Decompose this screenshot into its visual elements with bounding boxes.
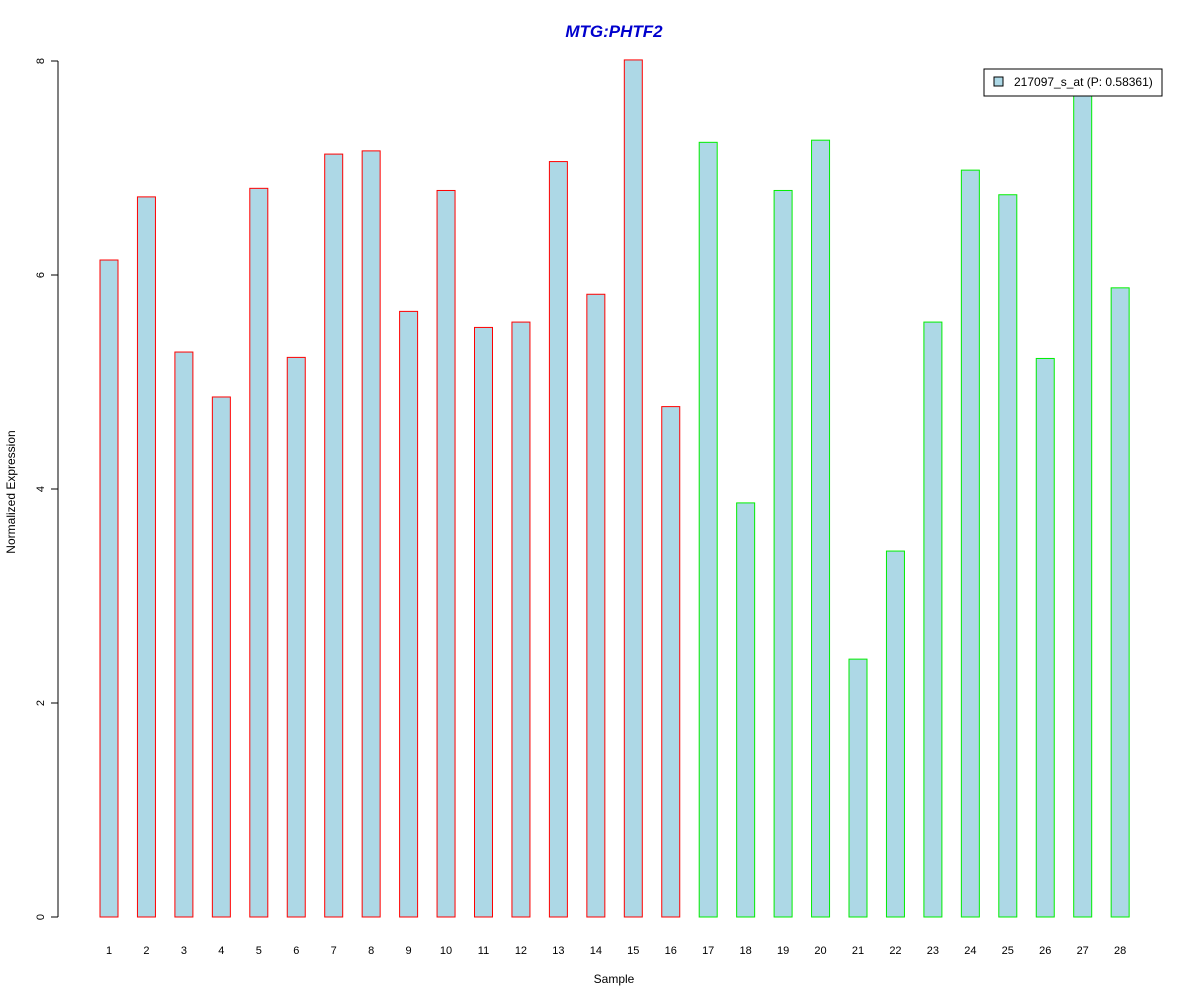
bar-sample-13 — [548, 161, 568, 918]
bar-sample-21 — [848, 658, 868, 918]
x-tick-label: 27 — [1077, 945, 1089, 957]
x-tick-label: 20 — [814, 945, 826, 957]
bar-sample-25 — [998, 194, 1018, 918]
y-tick-label: 4 — [35, 486, 47, 492]
x-tick-label: 16 — [665, 945, 677, 957]
bar-sample-17 — [698, 141, 718, 918]
x-tick-label: 8 — [368, 945, 374, 957]
bar-sample-10 — [436, 189, 456, 918]
x-tick-labels: 1 2 3 4 5 6 7 8 9 10 11 12 13 14 15 16 17 18 19 20 21 22 23 24 2… — [106, 945, 1126, 957]
bar-sample-5 — [249, 187, 269, 918]
x-axis-label: Sample — [594, 972, 635, 986]
legend-box — [983, 68, 1163, 97]
bar-sample-28 — [1110, 287, 1130, 918]
bar-sample-9 — [399, 310, 419, 918]
x-tick-label: 3 — [181, 945, 187, 957]
bar-sample-27 — [1073, 93, 1093, 918]
bar-sample-15 — [623, 59, 643, 918]
bar-sample-2 — [136, 196, 156, 918]
y-axis-ticks: 0 2 4 6 8 — [35, 58, 58, 920]
y-tick-label: 2 — [35, 700, 47, 706]
x-tick-label: 24 — [964, 945, 976, 957]
bar-sample-16 — [661, 406, 681, 918]
x-tick-label: 5 — [256, 945, 262, 957]
x-tick-label: 13 — [552, 945, 564, 957]
x-tick-label: 22 — [889, 945, 901, 957]
x-tick-label: 26 — [1039, 945, 1051, 957]
y-tick-label: 8 — [35, 58, 47, 64]
x-tick-label: 10 — [440, 945, 452, 957]
bar-sample-12 — [511, 321, 531, 918]
y-axis-label: Normalized Expression — [4, 430, 18, 553]
x-tick-label: 25 — [1002, 945, 1014, 957]
x-tick-label: 18 — [740, 945, 752, 957]
x-tick-label: 4 — [218, 945, 224, 957]
legend-label: 217097_s_at (P: 0.58361) — [1014, 75, 1153, 89]
bar-sample-8 — [361, 150, 381, 918]
bar-sample-14 — [586, 293, 606, 918]
bar-sample-11 — [474, 326, 493, 918]
bar-sample-7 — [324, 153, 344, 918]
x-tick-label: 28 — [1114, 945, 1126, 957]
x-tick-label: 17 — [702, 945, 714, 957]
x-tick-label: 15 — [627, 945, 639, 957]
x-tick-label: 14 — [590, 945, 602, 957]
bar-sample-20 — [811, 139, 831, 918]
bar-sample-18 — [736, 502, 756, 918]
y-tick-label: 0 — [35, 914, 47, 920]
x-tick-label: 12 — [515, 945, 527, 957]
x-tick-label: 6 — [293, 945, 299, 957]
x-tick-label: 19 — [777, 945, 789, 957]
legend: 217097_s_at (P: 0.58361) — [983, 68, 1163, 97]
bar-sample-1 — [99, 259, 119, 918]
x-tick-label: 1 — [106, 945, 112, 957]
x-tick-label: 23 — [927, 945, 939, 957]
x-tick-label: 7 — [331, 945, 337, 957]
bar-sample-3 — [174, 351, 194, 918]
x-tick-label: 11 — [478, 945, 489, 957]
bars — [99, 59, 1130, 918]
x-tick-label: 2 — [143, 945, 149, 957]
bar-sample-22 — [885, 550, 905, 918]
bar-sample-23 — [923, 321, 943, 918]
legend-swatch — [993, 76, 1004, 87]
x-tick-label: 21 — [852, 945, 864, 957]
bar-sample-4 — [211, 396, 231, 918]
bar-sample-24 — [960, 169, 980, 918]
chart-title: MTG:PHTF2 — [565, 22, 663, 41]
x-tick-label: 9 — [406, 945, 412, 957]
bar-sample-26 — [1035, 357, 1055, 918]
bar-sample-6 — [286, 356, 306, 918]
bar-sample-19 — [773, 189, 793, 918]
y-tick-label: 6 — [35, 272, 47, 278]
